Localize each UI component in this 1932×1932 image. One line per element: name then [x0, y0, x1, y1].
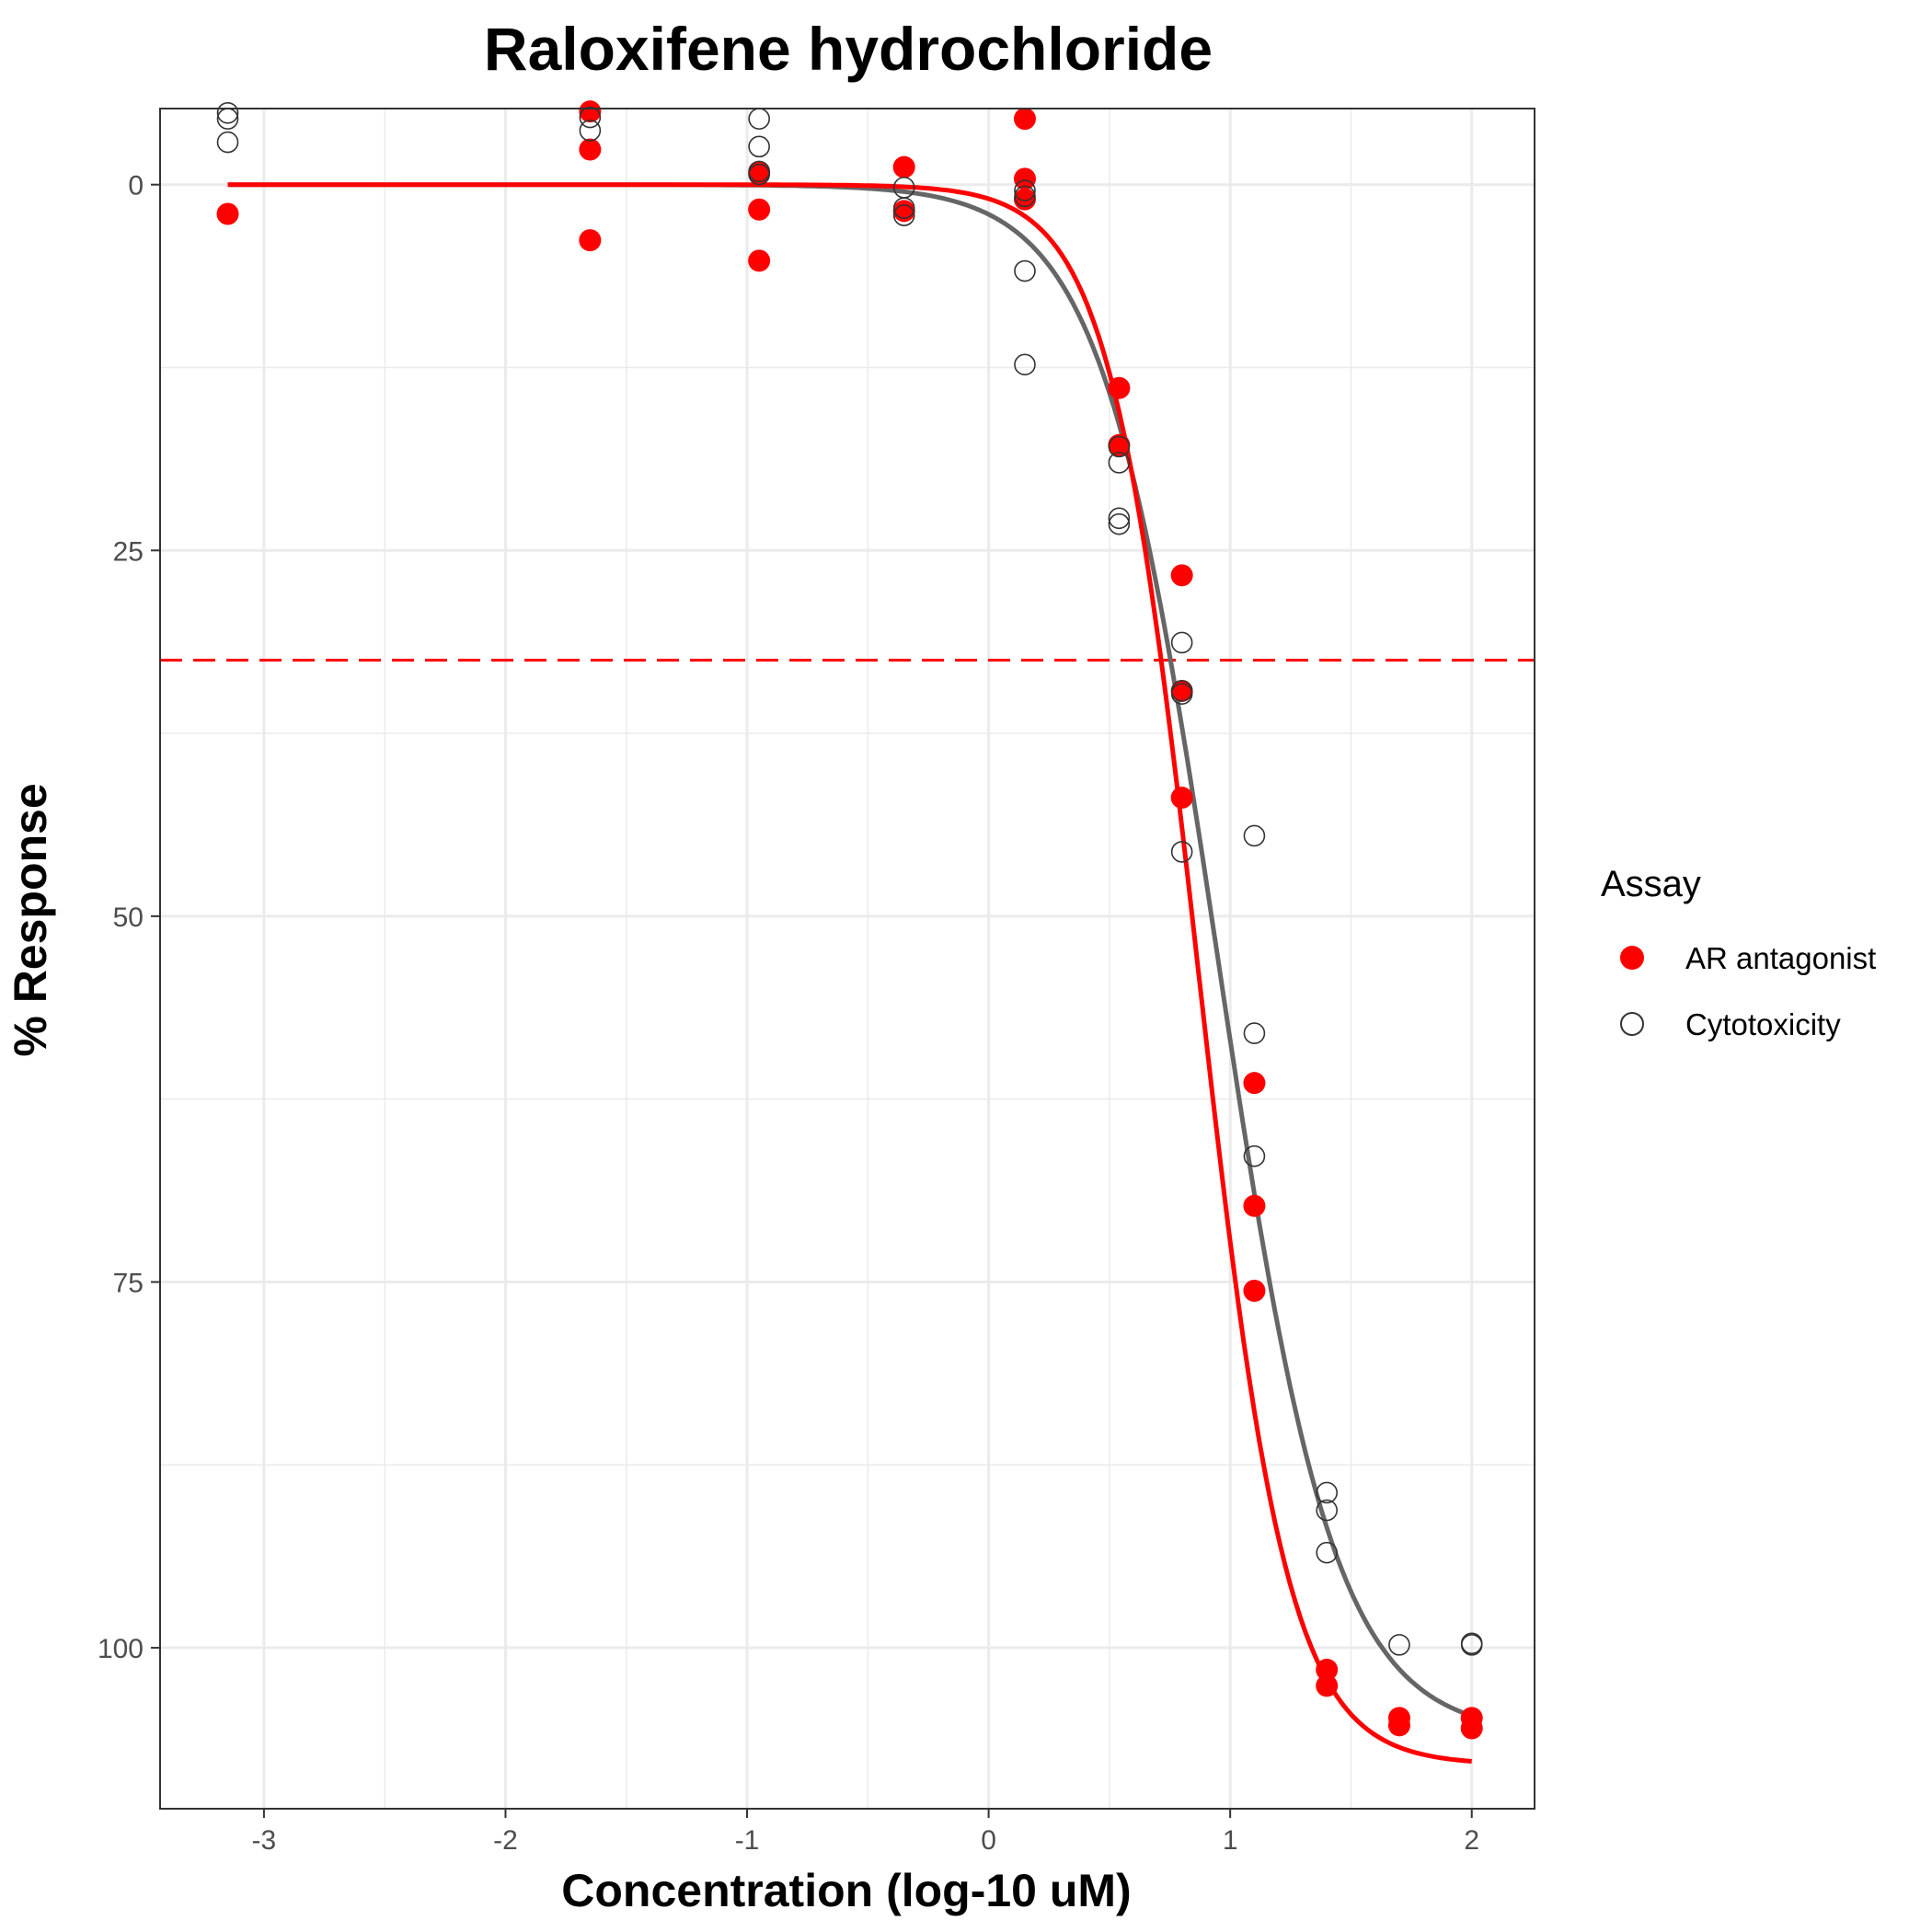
data-point-cytotoxicity — [1316, 1481, 1338, 1504]
panel-border — [159, 108, 1535, 1810]
data-point-cytotoxicity — [1170, 841, 1193, 863]
data-point-cytotoxicity — [579, 120, 602, 142]
data-point-ar-antagonist — [1013, 167, 1036, 190]
curve-layer — [227, 182, 1473, 1764]
data-point-ar-antagonist — [1243, 1194, 1266, 1217]
legend-key-cytotoxicity — [1620, 1012, 1644, 1036]
data-point-cytotoxicity — [748, 135, 770, 158]
data-point-ar-antagonist — [1316, 1674, 1339, 1697]
data-point-ar-antagonist — [1170, 787, 1193, 810]
data-point-cytotoxicity — [1316, 1499, 1338, 1522]
data-point-cytotoxicity — [579, 106, 602, 129]
y-tick-label: 25 — [113, 536, 144, 567]
data-point-ar-antagonist — [748, 161, 771, 184]
data-point-cytotoxicity — [1108, 452, 1131, 474]
legend: Assay AR antagonist Cytotoxicity — [1601, 864, 1876, 1041]
y-tick-label: 75 — [113, 1268, 144, 1298]
data-point-cytotoxicity — [1108, 435, 1131, 458]
data-point-cytotoxicity — [1014, 259, 1036, 282]
data-point-cytotoxicity — [1014, 179, 1036, 201]
data-point-cytotoxicity — [1170, 683, 1193, 705]
data-point-cytotoxicity — [1014, 185, 1036, 208]
axis-ticks: -3 -2 -1 0 1 2 0 25 50 75 100 — [98, 171, 1479, 1856]
data-point-ar-antagonist — [579, 138, 602, 161]
x-tick-label: -2 — [493, 1825, 518, 1856]
data-point-ar-antagonist — [216, 202, 239, 225]
data-point-cytotoxicity — [892, 204, 915, 226]
x-tick-label: 2 — [1464, 1825, 1479, 1856]
data-point-cytotoxicity — [1108, 507, 1131, 530]
data-point-ar-antagonist — [1108, 433, 1131, 456]
fit-curve-ar-antagonist — [227, 182, 1472, 1764]
x-tick-label: 0 — [981, 1825, 996, 1856]
data-point-cytotoxicity — [216, 131, 239, 154]
data-point-cytotoxicity — [1108, 512, 1131, 535]
data-point-cytotoxicity — [1388, 1634, 1410, 1656]
x-tick-label: -1 — [735, 1825, 760, 1856]
data-point-ar-antagonist — [1243, 1072, 1266, 1095]
y-axis-title: % Response — [5, 783, 56, 1056]
x-tick-label: 1 — [1223, 1825, 1238, 1856]
data-point-cytotoxicity — [1170, 631, 1193, 654]
y-tick-label: 100 — [98, 1634, 144, 1664]
data-point-ar-antagonist — [1316, 1658, 1339, 1681]
x-axis-title: Concentration (log-10 uM) — [561, 1865, 1131, 1916]
data-point-cytotoxicity — [1243, 1022, 1266, 1044]
data-point-ar-antagonist — [1013, 108, 1036, 131]
data-point-ar-antagonist — [892, 155, 915, 178]
point-layer — [216, 100, 1483, 1740]
data-point-ar-antagonist — [1387, 1714, 1410, 1737]
data-point-cytotoxicity — [1243, 824, 1266, 847]
data-point-ar-antagonist — [1170, 564, 1193, 587]
data-point-cytotoxicity — [748, 163, 770, 186]
data-point-cytotoxicity — [1014, 353, 1036, 376]
y-tick-label: 0 — [128, 171, 144, 201]
data-point-ar-antagonist — [579, 229, 602, 252]
legend-title: Assay — [1601, 864, 1701, 904]
data-point-cytotoxicity — [1460, 1634, 1483, 1656]
x-tick-label: -3 — [252, 1825, 277, 1856]
data-point-cytotoxicity — [892, 197, 915, 219]
data-point-ar-antagonist — [579, 100, 602, 123]
legend-key-ar-antagonist — [1620, 946, 1644, 970]
data-point-ar-antagonist — [1460, 1717, 1483, 1740]
data-point-ar-antagonist — [748, 198, 771, 221]
data-point-ar-antagonist — [748, 249, 771, 272]
grid — [160, 109, 1535, 1809]
y-tick-label: 50 — [113, 903, 144, 933]
data-point-ar-antagonist — [1243, 1280, 1266, 1303]
data-point-cytotoxicity — [216, 101, 239, 124]
chart-title: Raloxifene hydrochloride — [484, 15, 1213, 83]
legend-label-cytotoxicity: Cytotoxicity — [1685, 1007, 1841, 1041]
legend-label-ar-antagonist: AR antagonist — [1685, 941, 1876, 975]
data-point-cytotoxicity — [1243, 1144, 1266, 1167]
data-point-cytotoxicity — [1316, 1541, 1338, 1564]
data-point-ar-antagonist — [1108, 376, 1131, 399]
